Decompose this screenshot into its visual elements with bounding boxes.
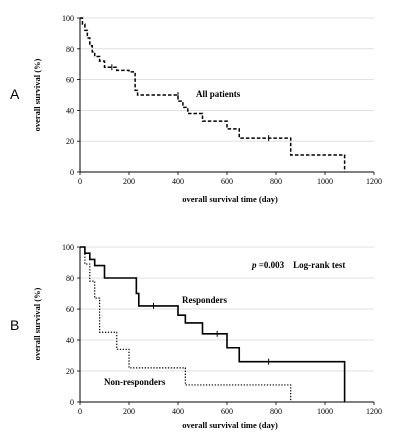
panel-b-y-tick-label: 20 bbox=[66, 367, 74, 376]
panel-b-responders-label: Responders bbox=[182, 295, 228, 305]
panel-b-y-tick-label: 80 bbox=[66, 274, 74, 283]
panel-a-y-tick-label: 20 bbox=[66, 137, 74, 146]
panel-b-series-non-responders bbox=[80, 246, 292, 402]
panel-a-x-tick-label: 600 bbox=[221, 177, 233, 186]
panel-a-label: A bbox=[10, 86, 20, 102]
panel-a-y-tick-label: 0 bbox=[70, 168, 74, 177]
panel-a-y-axis-title: overall survival (%) bbox=[32, 58, 42, 131]
panel-b-x-tick-label: 1200 bbox=[366, 407, 382, 416]
panel-b-x-tick-label: 800 bbox=[270, 407, 282, 416]
panel-b-x-tick-label: 600 bbox=[221, 407, 233, 416]
panel-a-y-tick-label: 80 bbox=[66, 45, 74, 54]
panel-a-x-tick-label: 400 bbox=[172, 177, 184, 186]
panel-b-y-axis-title: overall survival (%) bbox=[32, 287, 42, 360]
panel-a-x-tick-label: 1000 bbox=[317, 177, 333, 186]
panel-b-y-tick-label: 60 bbox=[66, 305, 74, 314]
panel-b-pvalue-label: p =0.003 Log-rank test bbox=[251, 260, 345, 270]
panel-a-x-axis-title: overall survival time (day) bbox=[182, 194, 278, 204]
panel-b-y-tick-label: 40 bbox=[66, 336, 74, 345]
panel-b-x-tick-label: 200 bbox=[123, 407, 135, 416]
panel-a-y-tick-label: 100 bbox=[62, 14, 74, 23]
panel-b-x-tick-label: 400 bbox=[172, 407, 184, 416]
panel-a-y-tick-label: 40 bbox=[66, 106, 74, 115]
panel-a-all-patients-label: All patients bbox=[196, 89, 241, 99]
panel-b-x-axis-title: overall survival time (day) bbox=[182, 420, 278, 430]
panel-b-y-tick-label: 0 bbox=[70, 398, 74, 407]
panel-b-nonresponders-label: Non-responders bbox=[104, 377, 166, 387]
panel-b-series-responders bbox=[80, 246, 346, 402]
panel-a-y-tick-label: 60 bbox=[66, 76, 74, 85]
panel-b-x-tick-label: 0 bbox=[78, 407, 82, 416]
panel-a-x-tick-label: 800 bbox=[270, 177, 282, 186]
panel-b-label: B bbox=[10, 317, 19, 333]
panel-b-y-tick-label: 100 bbox=[62, 243, 74, 252]
panel-a-x-tick-label: 1200 bbox=[366, 177, 382, 186]
panel-a-series-all-patients bbox=[80, 17, 346, 172]
panel-a-x-tick-label: 200 bbox=[123, 177, 135, 186]
panel-a-x-tick-label: 0 bbox=[78, 177, 82, 186]
panel-b-x-tick-label: 1000 bbox=[317, 407, 333, 416]
